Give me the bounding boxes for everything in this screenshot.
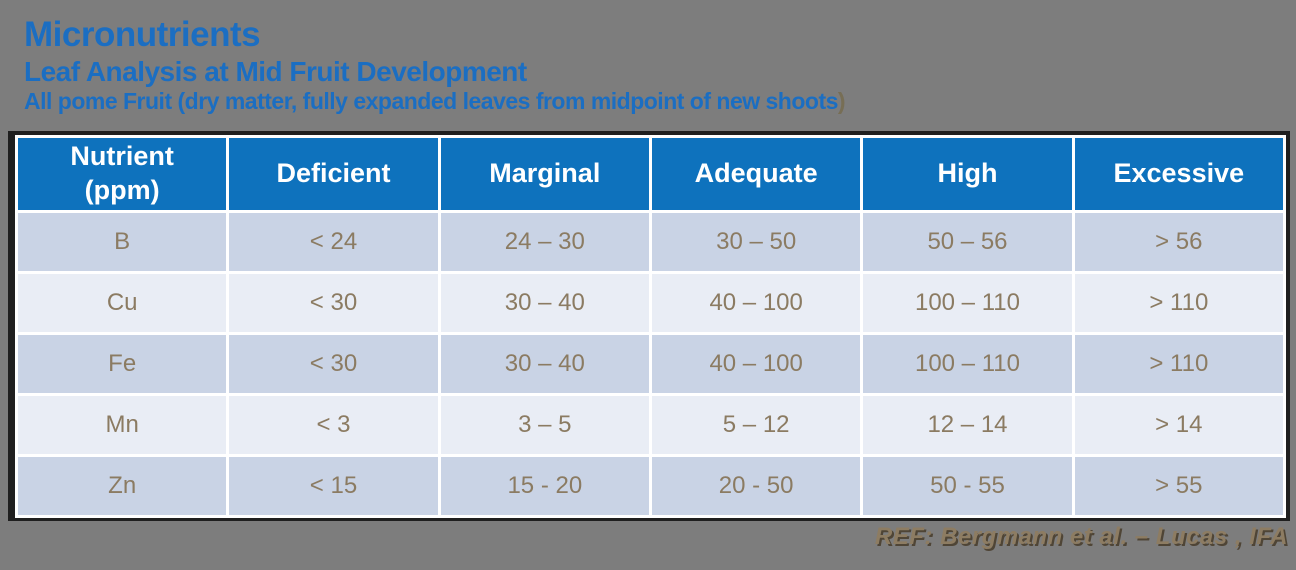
- range-cell: > 110: [1074, 274, 1283, 332]
- table-header-row: Nutrient (ppm) Deficient Marginal Adequate H…: [18, 138, 1283, 210]
- subtitle-detail-text: All pome Fruit (dry matter, fully expand…: [24, 88, 838, 114]
- table-row: Zn < 15 15 - 20 20 - 50 50 - 55 > 55: [18, 457, 1283, 515]
- nutrient-table: Nutrient (ppm) Deficient Marginal Adequate H…: [8, 131, 1290, 521]
- page-subtitle: Leaf Analysis at Mid Fruit Development: [24, 56, 527, 87]
- range-cell: 24 – 30: [440, 213, 649, 271]
- column-header: Deficient: [229, 138, 438, 210]
- range-cell: > 110: [1074, 335, 1283, 393]
- range-cell: 12 – 14: [863, 396, 1072, 454]
- page-title: Micronutrients: [24, 15, 261, 54]
- table-row: Cu < 30 30 – 40 40 – 100 100 – 110 > 110: [18, 274, 1283, 332]
- table-row: B < 24 24 – 30 30 – 50 50 – 56 > 56: [18, 213, 1283, 271]
- range-cell: 40 – 100: [651, 335, 861, 393]
- table-row: Fe < 30 30 – 40 40 – 100 100 – 110 > 110: [18, 335, 1283, 393]
- page-subtitle-detail: All pome Fruit (dry matter, fully expand…: [24, 88, 846, 115]
- nutrient-cell: Zn: [18, 457, 227, 515]
- range-cell: 100 – 110: [863, 274, 1072, 332]
- range-cell: 30 – 50: [651, 213, 861, 271]
- range-cell: 20 - 50: [651, 457, 861, 515]
- range-cell: 5 – 12: [651, 396, 861, 454]
- column-header: High: [863, 138, 1072, 210]
- nutrient-cell: Fe: [18, 335, 227, 393]
- range-cell: 30 – 40: [440, 274, 649, 332]
- range-cell: < 3: [229, 396, 438, 454]
- range-cell: > 56: [1074, 213, 1283, 271]
- range-cell: 50 – 56: [863, 213, 1072, 271]
- nutrient-cell: Cu: [18, 274, 227, 332]
- range-cell: 100 – 110: [863, 335, 1072, 393]
- range-cell: > 14: [1074, 396, 1283, 454]
- range-cell: < 30: [229, 335, 438, 393]
- range-cell: > 55: [1074, 457, 1283, 515]
- column-header: Marginal: [440, 138, 649, 210]
- range-cell: < 15: [229, 457, 438, 515]
- column-header: Excessive: [1074, 138, 1283, 210]
- range-cell: 50 - 55: [863, 457, 1072, 515]
- nutrient-cell: B: [18, 213, 227, 271]
- range-cell: 40 – 100: [651, 274, 861, 332]
- header-block: Micronutrients Leaf Analysis at Mid Frui…: [24, 14, 846, 115]
- reference-text: REF: Bergmann et al. – Lucas , IFA: [874, 523, 1288, 550]
- column-header: Adequate: [651, 138, 861, 210]
- nutrient-cell: Mn: [18, 396, 227, 454]
- range-cell: 3 – 5: [440, 396, 649, 454]
- subtitle-detail-paren: ): [837, 88, 846, 114]
- column-header: Nutrient (ppm): [18, 138, 227, 210]
- range-cell: 30 – 40: [440, 335, 649, 393]
- range-cell: < 30: [229, 274, 438, 332]
- range-cell: < 24: [229, 213, 438, 271]
- range-cell: 15 - 20: [440, 457, 649, 515]
